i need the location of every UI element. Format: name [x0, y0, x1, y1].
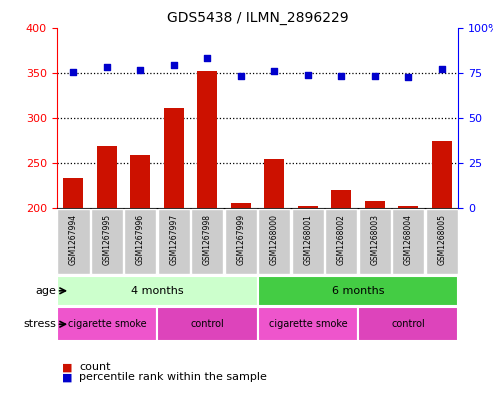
FancyBboxPatch shape — [325, 209, 357, 274]
Text: stress: stress — [24, 319, 57, 329]
FancyBboxPatch shape — [359, 209, 391, 274]
Text: GSM1268004: GSM1268004 — [404, 214, 413, 264]
Point — [371, 73, 379, 79]
Text: GSM1267997: GSM1267997 — [170, 214, 178, 265]
Text: ■: ■ — [62, 362, 72, 373]
Text: GSM1268003: GSM1268003 — [370, 214, 379, 264]
Bar — [264, 160, 284, 208]
FancyBboxPatch shape — [91, 209, 123, 274]
Text: cigarette smoke: cigarette smoke — [269, 319, 347, 329]
Text: ■: ■ — [62, 372, 72, 382]
Text: age: age — [36, 286, 57, 296]
Point — [170, 62, 178, 69]
FancyBboxPatch shape — [191, 209, 223, 274]
Point — [304, 72, 312, 79]
Point — [404, 74, 412, 80]
Text: 4 months: 4 months — [131, 286, 183, 296]
Bar — [365, 201, 385, 208]
Point — [204, 55, 211, 61]
Text: GSM1267994: GSM1267994 — [69, 214, 78, 265]
FancyBboxPatch shape — [158, 209, 190, 274]
FancyBboxPatch shape — [57, 209, 90, 274]
FancyBboxPatch shape — [292, 209, 324, 274]
FancyBboxPatch shape — [225, 209, 257, 274]
FancyBboxPatch shape — [124, 209, 156, 274]
Bar — [57, 276, 258, 306]
Point — [103, 64, 111, 70]
FancyBboxPatch shape — [425, 209, 458, 274]
Bar — [231, 203, 251, 208]
Point — [237, 73, 245, 79]
Point — [70, 69, 77, 75]
Title: GDS5438 / ILMN_2896229: GDS5438 / ILMN_2896229 — [167, 11, 349, 25]
Text: GSM1267999: GSM1267999 — [236, 214, 246, 265]
Bar — [258, 307, 358, 341]
Text: control: control — [190, 319, 224, 329]
Bar — [57, 307, 157, 341]
Point — [337, 73, 345, 79]
Point — [137, 67, 144, 73]
Bar — [130, 155, 150, 208]
Bar — [164, 108, 184, 208]
Text: GSM1267995: GSM1267995 — [103, 214, 111, 265]
Text: percentile rank within the sample: percentile rank within the sample — [79, 372, 267, 382]
Bar — [258, 276, 458, 306]
Text: GSM1268001: GSM1268001 — [303, 214, 313, 264]
Text: GSM1268000: GSM1268000 — [270, 214, 279, 264]
Text: GSM1267996: GSM1267996 — [136, 214, 145, 265]
Bar — [331, 190, 352, 208]
FancyBboxPatch shape — [258, 209, 290, 274]
Bar — [197, 71, 217, 208]
Bar — [398, 206, 418, 208]
Bar — [432, 141, 452, 208]
Point — [270, 68, 278, 74]
Text: control: control — [391, 319, 425, 329]
Text: GSM1267998: GSM1267998 — [203, 214, 212, 264]
FancyBboxPatch shape — [392, 209, 424, 274]
Bar — [298, 206, 318, 208]
Bar — [97, 146, 117, 208]
Text: cigarette smoke: cigarette smoke — [68, 319, 146, 329]
Point — [438, 66, 446, 72]
Text: GSM1268005: GSM1268005 — [437, 214, 446, 264]
Text: count: count — [79, 362, 110, 373]
Text: 6 months: 6 months — [332, 286, 384, 296]
Bar — [157, 307, 258, 341]
Text: GSM1268002: GSM1268002 — [337, 214, 346, 264]
Bar — [64, 178, 83, 208]
Bar — [358, 307, 458, 341]
